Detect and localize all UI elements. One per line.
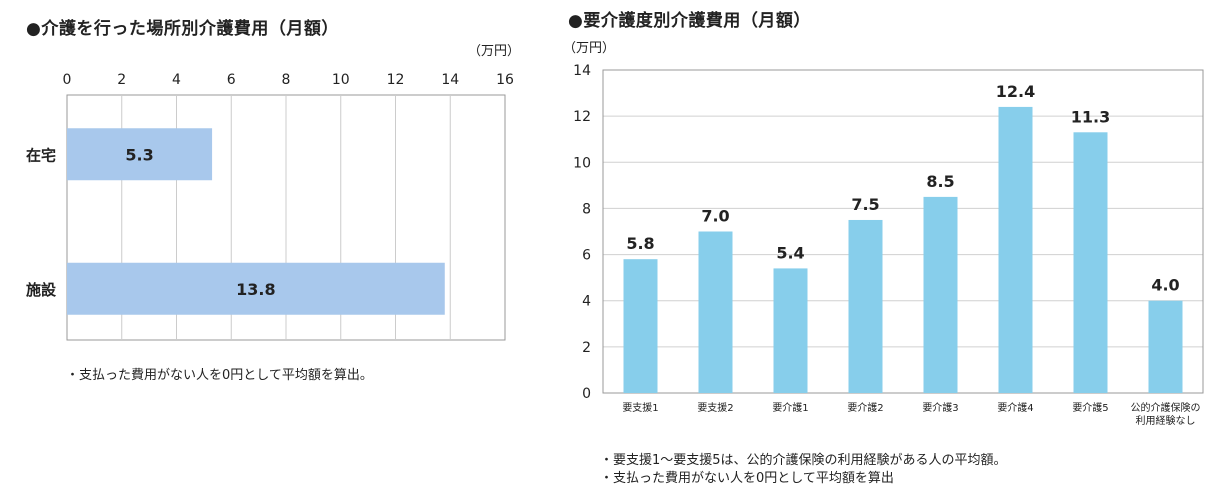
x-tick-label: 10 [332,72,350,88]
left-chart-unit: （万円） [468,44,521,59]
data-label: 12.4 [996,82,1035,101]
right-chart-note-2: ・支払った費用がない人を0円として平均額を算出 [600,471,894,486]
bar [773,268,808,393]
y-tick-label: 8 [582,201,591,217]
left-bar-chart: 0 2 4 6 8 10 12 14 16 5.3 在宅 13.8 施設 [26,72,514,341]
x-tick-label: 14 [441,72,459,88]
x-tick-label: 6 [227,72,236,88]
category-label: 公的介護保険の [1131,401,1201,414]
data-label: 13.8 [236,280,275,299]
plot-frame [602,69,1204,394]
bar [998,106,1033,394]
data-label: 7.5 [851,195,879,214]
bar [698,231,733,393]
data-label: 5.3 [125,145,153,164]
category-label: 施設 [26,281,57,299]
data-label: 5.8 [626,234,654,253]
bar [623,259,658,393]
category-label: 在宅 [26,146,56,164]
category-label: 要支援2 [697,401,733,414]
x-tick-label: 2 [117,72,126,88]
y-tick-label: 0 [582,386,591,402]
data-label: 8.5 [926,172,954,191]
y-tick-label: 2 [582,340,591,356]
left-chart-note: ・支払った費用がない人を0円として平均額を算出。 [66,368,373,383]
right-bar-chart: 0 2 4 6 8 10 12 14 5.8 要支援1 7.0 要支援2 5.4 要介護1 7.5 要介護2 8… [573,63,1204,427]
right-chart-unit: （万円） [563,41,616,56]
bar [923,196,958,393]
category-label: 要介護1 [772,401,808,414]
category-label: 要介護3 [922,401,958,414]
x-tick-label: 0 [63,72,72,88]
y-tick-label: 6 [582,248,591,264]
data-label: 4.0 [1151,276,1179,295]
bar [1148,300,1183,393]
category-label: 要支援1 [622,401,658,414]
right-chart-note-1: ・要支援1～要支援5は、公的介護保険の利用経験がある人の平均額。 [600,453,1007,468]
x-tick-label: 16 [496,72,514,88]
category-label: 要介護2 [847,401,883,414]
bar [1073,132,1108,394]
category-label: 要介護5 [1072,401,1108,414]
x-tick-label: 4 [172,72,181,88]
y-tick-label: 4 [582,294,591,310]
data-label: 11.3 [1071,107,1110,126]
right-chart-title: ●要介護度別介護費用（月額） [568,11,811,31]
bar [848,219,883,393]
category-label: 要介護4 [997,401,1033,414]
data-label: 5.4 [776,243,804,262]
y-tick-label: 12 [573,109,591,125]
bar [67,128,213,181]
y-tick-label: 14 [573,63,591,79]
category-label: 利用経験なし [1136,414,1196,427]
bar [67,262,445,315]
data-label: 7.0 [701,207,729,226]
x-tick-label: 8 [282,72,291,88]
left-chart-title: ●介護を行った場所別介護費用（月額） [26,19,339,39]
y-tick-label: 10 [573,155,591,171]
x-tick-label: 12 [387,72,405,88]
